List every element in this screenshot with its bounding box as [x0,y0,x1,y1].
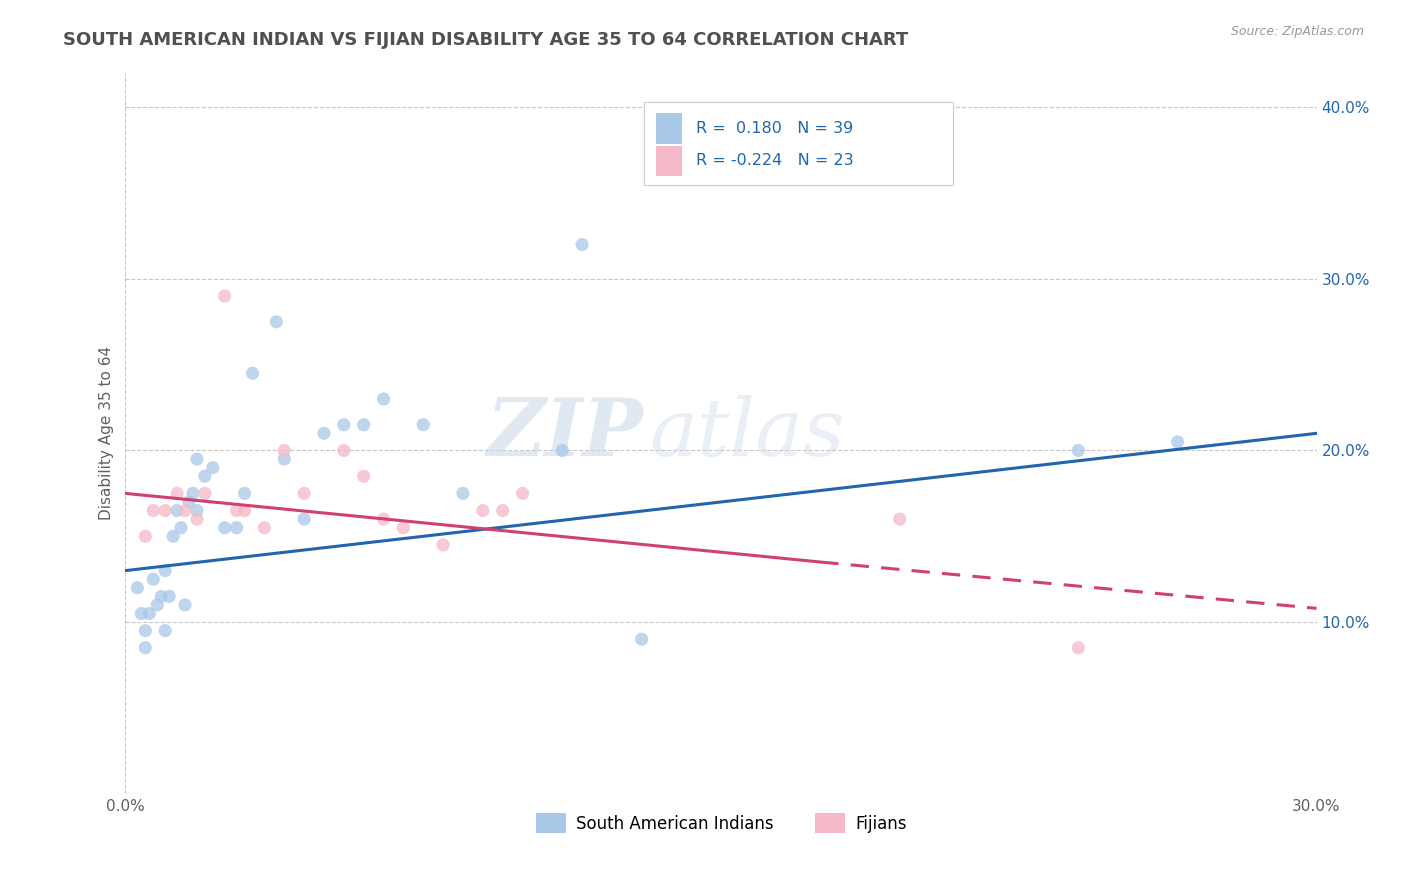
Point [186,452,208,467]
Point [242,366,264,380]
Point [138,607,160,621]
Point [142,572,165,586]
Legend: South American Indians, Fijians: South American Indians, Fijians [529,807,912,839]
Point [392,521,415,535]
Text: R = -0.224   N = 23: R = -0.224 N = 23 [696,153,853,169]
Point [273,443,295,458]
Point [353,417,375,432]
Point [214,521,236,535]
Point [471,503,494,517]
Point [333,443,356,458]
FancyBboxPatch shape [644,102,953,185]
Point [292,486,315,500]
Point [181,486,204,500]
Point [225,521,247,535]
Point [292,512,315,526]
Point [273,452,295,467]
Point [162,529,184,543]
Point [174,598,197,612]
Point [353,469,375,483]
FancyBboxPatch shape [655,113,682,144]
Point [225,503,247,517]
Point [127,581,149,595]
Point [134,640,156,655]
Point [174,503,197,517]
Point [233,503,256,517]
Point [451,486,474,500]
Point [134,529,156,543]
Point [630,632,652,647]
Point [170,521,193,535]
Point [186,512,208,526]
Point [131,607,153,621]
Point [889,512,911,526]
Point [166,486,188,500]
Point [201,460,224,475]
Point [333,417,356,432]
Point [153,503,176,517]
Y-axis label: Disability Age 35 to 64: Disability Age 35 to 64 [100,346,114,520]
Point [412,417,434,432]
Text: atlas: atlas [650,394,845,472]
Text: ZIP: ZIP [486,394,644,472]
Point [177,495,200,509]
Point [157,590,180,604]
Point [253,521,276,535]
Point [233,486,256,500]
Point [512,486,534,500]
Point [150,590,173,604]
Text: R =  0.180   N = 39: R = 0.180 N = 39 [696,121,853,136]
Point [373,512,395,526]
Point [134,624,156,638]
Point [153,564,176,578]
Point [312,426,335,441]
Point [214,289,236,303]
Point [166,503,188,517]
Point [1067,443,1090,458]
Point [551,443,574,458]
Text: SOUTH AMERICAN INDIAN VS FIJIAN DISABILITY AGE 35 TO 64 CORRELATION CHART: SOUTH AMERICAN INDIAN VS FIJIAN DISABILI… [63,31,908,49]
Point [153,624,176,638]
Point [1167,434,1189,449]
Point [194,486,217,500]
FancyBboxPatch shape [655,145,682,176]
Point [186,503,208,517]
Point [571,237,593,252]
Point [194,469,217,483]
Point [266,315,288,329]
Point [373,392,395,406]
Point [492,503,515,517]
Text: Source: ZipAtlas.com: Source: ZipAtlas.com [1230,25,1364,38]
Point [142,503,165,517]
Point [432,538,454,552]
Point [146,598,169,612]
Point [1067,640,1090,655]
